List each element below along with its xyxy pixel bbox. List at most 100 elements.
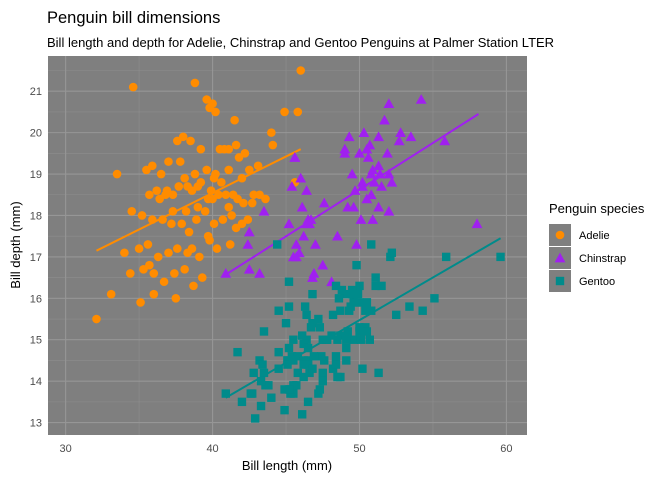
chinstrap-point bbox=[317, 259, 329, 270]
chinstrap-point bbox=[383, 98, 395, 108]
gentoo-point bbox=[315, 323, 325, 332]
adelie-point bbox=[184, 227, 194, 237]
gentoo-point bbox=[249, 368, 258, 378]
gentoo-point bbox=[318, 368, 327, 378]
adelie-point bbox=[158, 215, 167, 224]
adelie-point bbox=[211, 107, 220, 117]
chinstrap-point bbox=[365, 189, 377, 200]
x-axis-label: Bill length (mm) bbox=[242, 458, 332, 473]
adelie-point bbox=[174, 182, 184, 191]
adelie-point bbox=[164, 157, 173, 166]
gentoo-point bbox=[318, 335, 327, 344]
chinstrap-point bbox=[364, 139, 376, 150]
adelie-point bbox=[249, 190, 259, 200]
gentoo-point bbox=[342, 335, 351, 344]
gentoo-point bbox=[284, 385, 294, 394]
adelie-point bbox=[220, 144, 229, 154]
gentoo-point bbox=[292, 381, 301, 390]
gentoo-point bbox=[392, 310, 401, 320]
adelie-point bbox=[112, 169, 122, 179]
gentoo-point bbox=[258, 360, 267, 369]
gentoo-point bbox=[293, 352, 302, 361]
series-adelie bbox=[92, 66, 306, 324]
adelie-point bbox=[190, 169, 200, 179]
gentoo-point bbox=[365, 335, 374, 344]
gentoo-point bbox=[289, 356, 298, 365]
adelie-point bbox=[120, 248, 129, 258]
chinstrap-point bbox=[374, 168, 386, 179]
adelie-point bbox=[224, 165, 234, 175]
gentoo-point bbox=[347, 289, 357, 299]
legend-label-adelie: Adelie bbox=[579, 230, 610, 242]
gentoo-point bbox=[441, 252, 451, 262]
adelie-point bbox=[137, 211, 147, 220]
adelie-point bbox=[197, 273, 207, 282]
y-tick-label: 19 bbox=[30, 169, 42, 181]
gentoo-point bbox=[331, 281, 341, 291]
gentoo-point bbox=[387, 248, 397, 257]
chinstrap-point bbox=[254, 268, 265, 278]
adelie-point bbox=[161, 190, 170, 200]
chinstrap-point bbox=[383, 205, 395, 216]
adelie-point bbox=[159, 277, 169, 287]
adelie-point bbox=[247, 198, 257, 208]
x-tick-label: 40 bbox=[206, 443, 218, 455]
gentoo-point bbox=[356, 335, 366, 344]
adelie-point bbox=[92, 314, 101, 324]
adelie-point bbox=[156, 169, 166, 179]
gentoo-point bbox=[342, 343, 351, 353]
gentoo-point bbox=[274, 306, 283, 315]
adelie-point bbox=[181, 207, 191, 216]
gentoo-point bbox=[284, 277, 294, 286]
adelie-point bbox=[225, 240, 235, 249]
chinstrap-point bbox=[386, 176, 398, 187]
chinstrap-point bbox=[471, 218, 483, 229]
chinstrap-point bbox=[343, 131, 355, 142]
gentoo-point bbox=[346, 302, 355, 311]
data-points bbox=[92, 66, 505, 423]
gentoo-point bbox=[297, 410, 307, 419]
gentoo-point bbox=[300, 302, 310, 311]
gentoo-point bbox=[374, 368, 383, 378]
chinstrap-point bbox=[383, 168, 395, 179]
chinstrap-point bbox=[355, 214, 367, 224]
adelie-point bbox=[206, 186, 216, 195]
x-tick-label: 30 bbox=[60, 443, 72, 455]
gentoo-point bbox=[233, 347, 242, 357]
chinstrap-point bbox=[393, 135, 405, 146]
y-tick-label: 15 bbox=[30, 335, 42, 347]
gentoo-point bbox=[273, 240, 282, 249]
gentoo-point bbox=[362, 327, 372, 336]
gentoo-trend-line bbox=[225, 237, 502, 399]
adelie-point bbox=[175, 157, 185, 166]
chart-subtitle: Bill length and depth for Adelie, Chinst… bbox=[47, 35, 554, 50]
legend-label-chinstrap: Chinstrap bbox=[579, 253, 626, 265]
adelie-point bbox=[221, 190, 231, 200]
adelie-point bbox=[267, 128, 276, 137]
chinstrap-point bbox=[368, 176, 380, 187]
gentoo-point bbox=[355, 281, 364, 291]
adelie-point bbox=[148, 161, 157, 171]
gentoo-point bbox=[250, 414, 260, 423]
gentoo-point bbox=[289, 335, 298, 344]
adelie-point bbox=[224, 202, 234, 212]
chinstrap-point bbox=[242, 239, 254, 249]
y-tick-label: 20 bbox=[30, 128, 42, 140]
adelie-point bbox=[136, 298, 145, 307]
gentoo-point bbox=[299, 360, 308, 369]
series-chinstrap bbox=[220, 94, 483, 287]
legend-label-gentoo: Gentoo bbox=[579, 276, 615, 288]
gentoo-point bbox=[367, 306, 376, 315]
chinstrap-point bbox=[379, 114, 390, 125]
adelie-point bbox=[127, 207, 137, 216]
adelie-point bbox=[168, 190, 178, 200]
gentoo-point bbox=[303, 397, 313, 407]
chinstrap-point bbox=[220, 268, 232, 278]
adelie-point bbox=[149, 289, 159, 299]
chinstrap-point bbox=[358, 127, 370, 137]
adelie-point bbox=[243, 215, 253, 224]
chinstrap-point bbox=[373, 160, 384, 171]
gentoo-point bbox=[377, 281, 386, 291]
adelie-point bbox=[209, 173, 219, 183]
adelie-point bbox=[173, 136, 182, 146]
